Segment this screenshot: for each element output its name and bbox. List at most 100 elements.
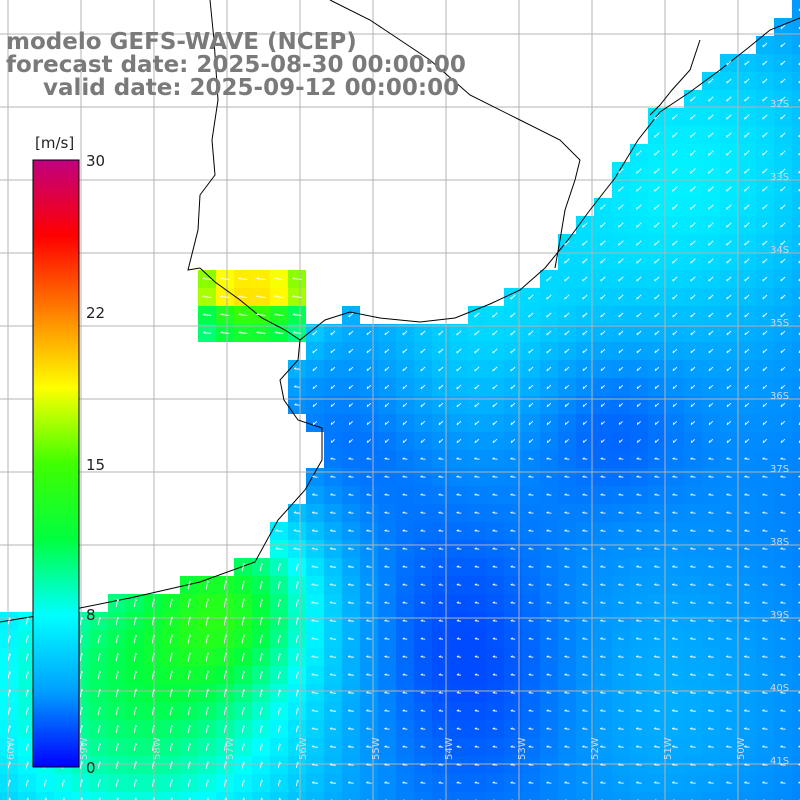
wind-arrow-head <box>798 619 800 622</box>
wind-arrow-head <box>474 601 478 604</box>
wind-arrow-head <box>654 619 657 622</box>
wind-arrow <box>474 402 480 408</box>
wind-arrow-head <box>672 691 675 694</box>
wind-arrow <box>546 312 552 318</box>
wind-arrow <box>474 384 480 390</box>
wind-arrow <box>311 620 319 622</box>
wind-arrow-head <box>474 637 478 640</box>
wind-arrow-head <box>99 706 102 710</box>
wind-arrow <box>600 348 606 354</box>
wind-cell <box>144 792 162 800</box>
wind-arrow-head <box>297 635 299 638</box>
wind-arrow-head <box>311 583 314 586</box>
wind-arrow <box>151 652 155 662</box>
wind-arrow <box>330 710 336 712</box>
wind-arrow <box>618 222 624 228</box>
wind-arrow-head <box>636 781 639 784</box>
wind-arrow-head <box>726 673 729 676</box>
wind-arrow <box>384 366 390 372</box>
wind-arrow-head <box>366 655 369 658</box>
wind-arrow-head <box>510 709 513 712</box>
wind-cell <box>792 162 800 180</box>
wind-arrow <box>259 761 263 769</box>
wind-arrow-head <box>189 742 191 746</box>
wind-arrow-head <box>420 493 423 496</box>
wind-arrow-head <box>99 761 101 764</box>
wind-arrow-head <box>420 727 423 730</box>
wind-arrow <box>600 240 606 246</box>
wind-arrow-head <box>384 745 387 748</box>
wind-cell <box>792 414 800 432</box>
wind-arrow-head <box>726 493 729 496</box>
wind-arrow <box>780 420 786 426</box>
wind-arrow-head <box>348 763 351 766</box>
wind-arrow <box>277 707 281 715</box>
wind-arrow-head <box>798 637 800 640</box>
wind-arrow-head <box>600 565 603 568</box>
wind-arrow-head <box>600 727 603 730</box>
wind-arrow <box>384 402 390 408</box>
wind-arrow <box>348 384 354 390</box>
wind-arrow <box>582 258 588 264</box>
wind-arrow-head <box>780 781 783 784</box>
wind-arrow <box>274 278 284 280</box>
wind-arrow-head <box>546 583 549 586</box>
wind-arrow <box>259 743 263 751</box>
wind-arrow <box>744 294 750 300</box>
wind-arrow <box>402 420 408 426</box>
wind-arrow <box>510 330 516 336</box>
wind-arrow <box>25 653 29 661</box>
wind-arrow-head <box>279 580 281 584</box>
wind-arrow <box>97 652 101 662</box>
wind-cell <box>288 792 306 800</box>
wind-arrow <box>348 366 354 372</box>
wind-arrow <box>546 294 552 300</box>
wind-arrow-head <box>27 635 29 638</box>
wind-arrow <box>564 420 570 426</box>
wind-arrow <box>277 671 281 679</box>
wind-arrow <box>277 563 281 571</box>
wind-arrow-head <box>366 547 369 550</box>
wind-arrow-head <box>510 673 514 676</box>
wind-arrow <box>384 420 390 426</box>
wind-arrow-head <box>474 691 478 694</box>
wind-arrow <box>636 330 642 336</box>
wind-arrow-head <box>402 727 405 730</box>
wind-arrow <box>474 348 480 354</box>
wind-arrow-head <box>690 673 693 676</box>
wind-arrow <box>187 616 191 626</box>
wind-arrow-head <box>27 779 29 782</box>
wind-arrow-head <box>546 619 549 622</box>
wind-arrow <box>636 150 642 156</box>
wind-arrow-head <box>81 688 84 692</box>
wind-cell <box>792 216 800 234</box>
wind-arrow-head <box>456 475 459 478</box>
wind-arrow <box>256 332 266 334</box>
wind-arrow-head <box>600 655 603 658</box>
wind-arrow <box>329 584 337 586</box>
wind-arrow <box>169 779 173 787</box>
wind-arrow-head <box>726 511 729 514</box>
wind-arrow <box>133 598 137 608</box>
wind-cell <box>792 18 800 36</box>
wind-arrow-head <box>474 565 477 568</box>
wind-arrow-head <box>420 781 423 784</box>
wind-arrow <box>205 725 209 733</box>
wind-arrow <box>510 348 516 354</box>
wind-arrow <box>295 653 299 661</box>
wind-arrow <box>151 634 155 644</box>
wind-arrow-head <box>780 601 783 604</box>
wind-arrow <box>672 204 678 210</box>
wind-arrow-head <box>600 745 603 748</box>
wind-arrow-head <box>238 331 241 334</box>
wind-arrow-head <box>618 745 621 748</box>
wind-arrow <box>726 114 732 120</box>
wind-arrow-head <box>492 529 495 532</box>
wind-arrow <box>259 779 263 787</box>
wind-arrow-head <box>600 547 603 550</box>
wind-arrow <box>726 240 732 246</box>
wind-arrow-head <box>117 688 120 692</box>
wind-arrow-head <box>329 583 333 586</box>
wind-arrow <box>492 384 498 390</box>
wind-arrow-head <box>420 619 423 622</box>
